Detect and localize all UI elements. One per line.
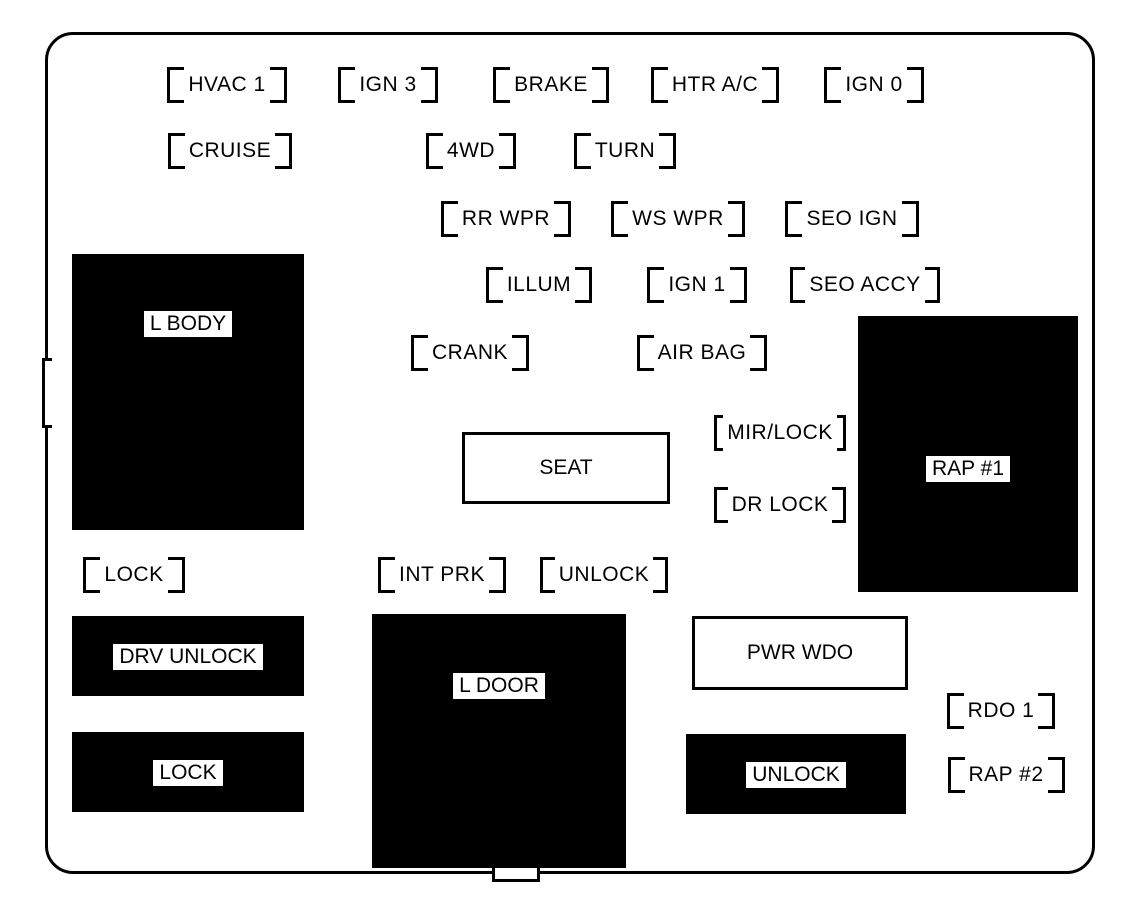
left-side-tab [42, 358, 52, 428]
block-label: LOCK [153, 760, 222, 786]
fuse-label: BRAKE [510, 73, 592, 97]
block-label: RAP #1 [926, 456, 1010, 482]
fuse-label: LOCK [100, 563, 167, 587]
fuse-rrwpr: RR WPR [436, 204, 576, 234]
fuse-unlockf: UNLOCK [540, 560, 668, 590]
block-label: UNLOCK [746, 762, 846, 788]
fuse-wswpr: WS WPR [608, 204, 748, 234]
fuse-intprk: INT PRK [378, 560, 506, 590]
fuse-seoaccy: SEO ACCY [790, 270, 940, 300]
fuse-crank: CRANK [406, 338, 534, 368]
fuse-turn: TURN [560, 136, 690, 166]
fuse-ign3: IGN 3 [326, 70, 450, 100]
fuse-label: DR LOCK [728, 493, 833, 517]
fuse-label: RAP #2 [965, 763, 1048, 787]
fuse-rdo1: RDO 1 [938, 696, 1064, 726]
fuse-lockf: LOCK [74, 560, 194, 590]
fuse-label: ILLUM [503, 273, 575, 297]
box-label: PWR WDO [747, 641, 853, 665]
block-rap1: RAP #1 [858, 316, 1078, 592]
fuse-label: CRANK [428, 341, 512, 365]
diagram-canvas: HVAC 1 IGN 3 BRAKE HTR A/C IGN 0 CRUISE 4WD TUR… [0, 0, 1134, 898]
fuse-4wd: 4WD [408, 136, 534, 166]
fuse-seoign: SEO IGN [782, 204, 922, 234]
fuse-label: UNLOCK [555, 563, 654, 587]
fuse-label: SEO ACCY [805, 273, 924, 297]
fuse-hvac1: HVAC 1 [162, 70, 292, 100]
fuse-airbag: AIR BAG [634, 338, 770, 368]
fuse-rap2: RAP #2 [938, 760, 1074, 790]
fuse-illum: ILLUM [474, 270, 604, 300]
fuse-label: AIR BAG [654, 341, 751, 365]
block-ldoor: L DOOR [372, 614, 626, 868]
fuse-label: RR WPR [458, 207, 554, 231]
block-label: L DOOR [453, 673, 545, 699]
fuse-htrac: HTR A/C [648, 70, 782, 100]
fuse-label: RDO 1 [964, 699, 1039, 723]
fuse-label: MIR/LOCK [723, 421, 837, 445]
box-seat: SEAT [462, 432, 670, 504]
fuse-ign0: IGN 0 [812, 70, 936, 100]
fuse-ign1: IGN 1 [634, 270, 760, 300]
fuse-mirlock: MIR/LOCK [714, 418, 846, 448]
fuse-label: IGN 3 [355, 73, 420, 97]
fuse-label: TURN [591, 139, 659, 163]
fuse-label: 4WD [443, 139, 499, 163]
fuse-label: INT PRK [395, 563, 489, 587]
fuse-label: WS WPR [628, 207, 728, 231]
fuse-label: SEO IGN [802, 207, 901, 231]
box-pwrwdo: PWR WDO [692, 616, 908, 690]
box-label: SEAT [539, 456, 592, 480]
fuse-label: IGN 1 [664, 273, 729, 297]
fuse-label: HTR A/C [668, 73, 762, 97]
block-label: DRV UNLOCK [113, 644, 262, 670]
fuse-brake: BRAKE [486, 70, 616, 100]
block-label: L BODY [144, 311, 232, 337]
fuse-label: CRUISE [185, 139, 275, 163]
fuse-label: HVAC 1 [184, 73, 269, 97]
block-drvunlk: DRV UNLOCK [72, 616, 304, 696]
fuse-label: IGN 0 [841, 73, 906, 97]
block-lbody: L BODY [72, 254, 304, 530]
block-unlockb: UNLOCK [686, 734, 906, 814]
fuse-drlock: DR LOCK [714, 490, 846, 520]
block-lockb: LOCK [72, 732, 304, 812]
fuse-cruise: CRUISE [162, 136, 298, 166]
